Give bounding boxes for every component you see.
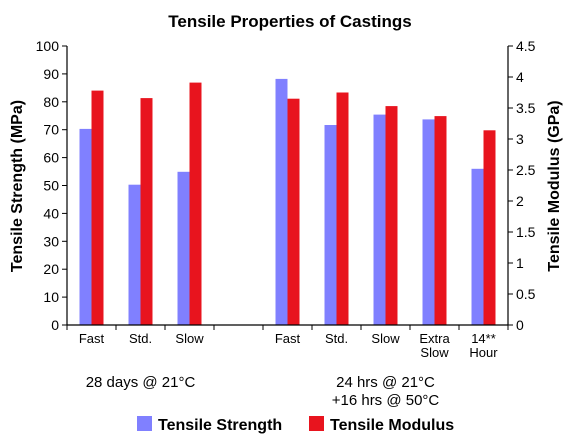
category-label-7: Extra [419, 331, 450, 346]
bar-tensile-strength-5 [324, 125, 337, 325]
bar-tensile-strength-4 [275, 78, 288, 326]
bar-tensile-modulus-4 [287, 98, 300, 325]
right-axis-title: Tensile Modulus (GPa) [546, 100, 563, 271]
left-tick-label-10: 100 [36, 38, 60, 54]
right-tick-label-5: 2.5 [516, 162, 536, 178]
right-tick-label-8: 4 [516, 69, 524, 85]
category-label-0: Fast [79, 331, 105, 346]
legend-label-tensile-modulus: Tensile Modulus [330, 417, 454, 434]
bar-tensile-modulus-1 [140, 98, 153, 325]
category-label-5: Std. [325, 331, 348, 346]
bar-tensile-modulus-5 [336, 92, 349, 325]
left-tick-label-2: 20 [43, 261, 59, 277]
group-label-0: 28 days @ 21°C [86, 374, 196, 391]
category-label-2: Slow [175, 331, 204, 346]
right-tick-label-1: 0.5 [516, 286, 536, 302]
left-axis-title: Tensile Strength (MPa) [9, 100, 26, 272]
bar-tensile-strength-1 [128, 184, 141, 325]
left-tick-label-0: 0 [51, 317, 59, 333]
plot-area: 0 10 20 30 40 50 60 70 80 90 100 0 0.5 1 1.5 2 2.5 3 3.5 4 4… [36, 38, 536, 409]
legend-swatch-tensile-modulus [309, 416, 324, 431]
left-tick-label-7: 70 [43, 122, 59, 138]
right-tick-label-2: 1 [516, 255, 524, 271]
left-tick-label-9: 90 [43, 66, 59, 82]
right-tick-label-4: 2 [516, 193, 524, 209]
right-tick-label-3: 1.5 [516, 224, 536, 240]
bar-tensile-modulus-2 [189, 82, 202, 325]
bar-tensile-strength-8 [471, 168, 484, 325]
bar-tensile-modulus-7 [434, 116, 447, 325]
legend: Tensile Strength Tensile Modulus [137, 416, 454, 434]
category-label-line2-8: Hour [469, 345, 498, 360]
left-tick-label-3: 30 [43, 233, 59, 249]
category-label-6: Slow [371, 331, 400, 346]
left-tick-label-1: 10 [43, 289, 59, 305]
bar-tensile-modulus-8 [483, 130, 496, 325]
legend-swatch-tensile-strength [137, 416, 152, 431]
category-label-8: 14** [471, 331, 496, 346]
bar-tensile-strength-6 [373, 114, 386, 325]
left-tick-label-5: 50 [43, 178, 59, 194]
group-label-1: 24 hrs @ 21°C [336, 374, 435, 391]
bar-tensile-modulus-6 [385, 106, 398, 325]
bar-tensile-strength-2 [177, 171, 190, 325]
left-tick-label-8: 80 [43, 94, 59, 110]
left-tick-label-4: 40 [43, 205, 59, 221]
chart-title: Tensile Properties of Castings [168, 12, 411, 31]
left-tick-label-6: 60 [43, 150, 59, 166]
bar-tensile-strength-0 [79, 128, 92, 325]
category-label-4: Fast [275, 331, 301, 346]
bar-tensile-strength-7 [422, 119, 435, 326]
right-tick-label-0: 0 [516, 317, 524, 333]
bar-tensile-modulus-0 [91, 90, 104, 325]
legend-label-tensile-strength: Tensile Strength [158, 417, 282, 434]
right-tick-label-6: 3 [516, 131, 524, 147]
right-tick-label-7: 3.5 [516, 100, 536, 116]
right-tick-label-9: 4.5 [516, 38, 536, 54]
category-label-line2-7: Slow [420, 345, 449, 360]
category-label-1: Std. [129, 331, 152, 346]
group-label-line2-1: +16 hrs @ 50°C [332, 392, 440, 409]
